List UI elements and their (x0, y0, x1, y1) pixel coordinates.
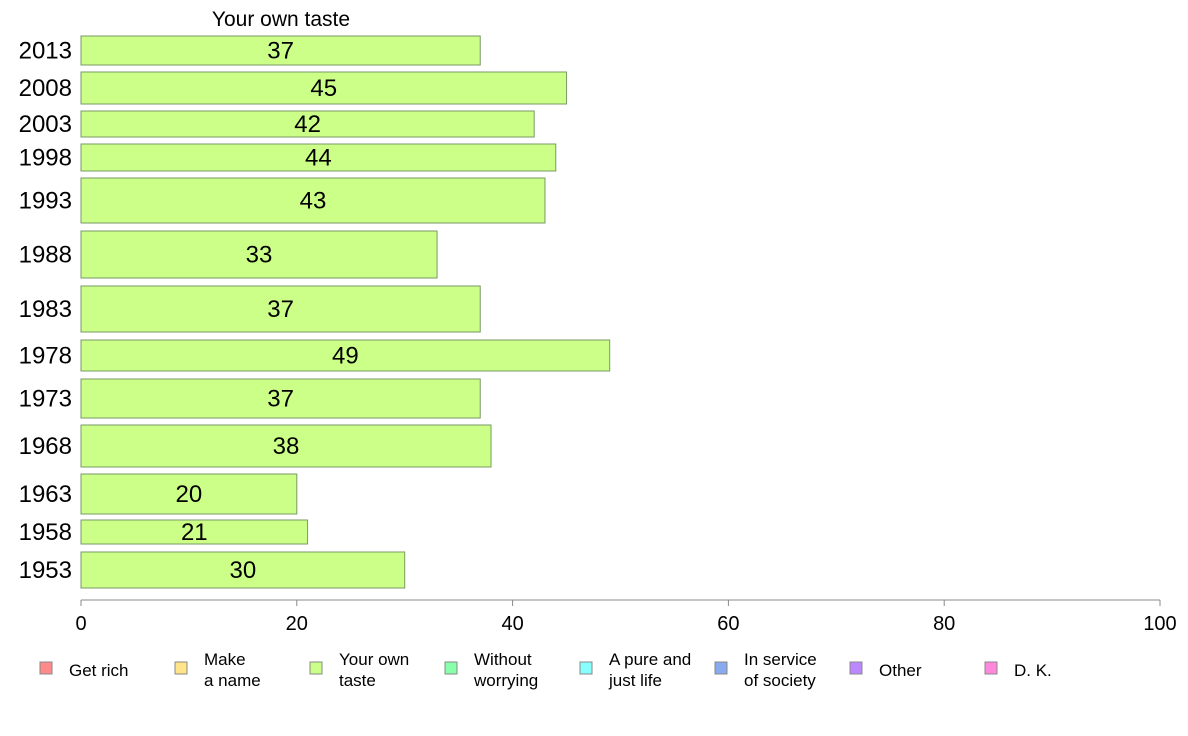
bar-1988 (80, 230, 438, 279)
data-label-2008: 45 (310, 75, 337, 102)
legend-label-line: Make (204, 650, 246, 669)
x-tick-label-80: 80 (933, 613, 955, 635)
category-label-1998: 1998 (19, 145, 72, 172)
data-label-1978: 49 (332, 343, 359, 370)
legend-label-6: Other (879, 661, 922, 680)
category-label-1968: 1968 (19, 433, 72, 460)
bar-1978 (80, 339, 611, 372)
chart-title: Your own taste (212, 8, 350, 31)
data-label-1973: 37 (267, 386, 294, 413)
x-tick-label-20: 20 (286, 613, 308, 635)
x-tick-label-40: 40 (501, 613, 523, 635)
legend-label-line: worrying (473, 671, 538, 690)
legend-label-line: Other (879, 661, 922, 680)
data-label-1963: 20 (176, 481, 203, 508)
legend-label-3: Without worrying (473, 650, 538, 690)
category-label-1978: 1978 (19, 343, 72, 370)
bar-1953 (80, 551, 406, 589)
legend-swatch-3 (444, 661, 458, 675)
bar-1993 (80, 177, 546, 224)
legend-label-line: just life (608, 671, 662, 690)
category-label-1963: 1963 (19, 481, 72, 508)
category-label-1983: 1983 (19, 296, 72, 323)
x-tick-label-0: 0 (75, 613, 86, 635)
data-label-2013: 37 (267, 38, 294, 65)
data-label-2003: 42 (294, 111, 321, 138)
category-label-1953: 1953 (19, 557, 72, 584)
legend-swatch-0 (39, 661, 53, 675)
bar-1968 (80, 424, 492, 468)
legend-label-line: D. K. (1014, 661, 1052, 680)
legend-swatch-7 (984, 661, 998, 675)
bar-2003 (80, 110, 535, 138)
legend-label-line: Get rich (69, 661, 129, 680)
bar-1983 (80, 285, 481, 333)
legend-swatch-1 (174, 661, 188, 675)
x-axis: 0 20 40 60 80 100 (75, 599, 1177, 635)
data-label-1953: 30 (229, 557, 256, 584)
bar-2008 (80, 71, 568, 105)
bar-1958 (80, 519, 309, 545)
x-tick-label-100: 100 (1143, 613, 1176, 635)
data-label-1988: 33 (246, 242, 273, 269)
category-label-2013: 2013 (19, 38, 72, 65)
legend: Get rich Make a name Your own taste Without wo… (39, 650, 1052, 690)
data-label-1998: 44 (305, 145, 332, 172)
bar-1998 (80, 143, 557, 172)
legend-swatch-5 (714, 661, 728, 675)
data-label-1993: 43 (300, 188, 327, 215)
category-label-2008: 2008 (19, 75, 72, 102)
category-label-1993: 1993 (19, 188, 72, 215)
bar-2013 (80, 35, 481, 66)
legend-label-line: a name (204, 671, 261, 690)
x-tick-label-60: 60 (717, 613, 739, 635)
data-label-1958: 21 (181, 519, 208, 546)
category-label-1958: 1958 (19, 519, 72, 546)
legend-label-7: D. K. (1014, 661, 1052, 680)
legend-label-1: Make a name (204, 650, 261, 690)
data-label-1968: 38 (273, 433, 300, 460)
legend-label-line: A pure and (609, 650, 691, 669)
bars-group: 2013 37 2008 45 2003 42 1998 44 1993 43 1988 33 1983… (19, 35, 611, 589)
legend-label-5: In service of society (744, 650, 817, 690)
legend-label-line: Your own (339, 650, 409, 669)
legend-label-0: Get rich (69, 661, 129, 680)
legend-label-line: of society (744, 671, 816, 690)
legend-label-2: Your own taste (339, 650, 409, 690)
bar-1973 (80, 378, 481, 419)
category-label-1988: 1988 (19, 242, 72, 269)
legend-label-4: A pure and just life (608, 650, 691, 690)
data-label-1983: 37 (267, 296, 294, 323)
legend-label-line: taste (339, 671, 376, 690)
category-label-1973: 1973 (19, 386, 72, 413)
legend-swatch-2 (309, 661, 323, 675)
legend-label-line: In service (744, 650, 817, 669)
legend-swatch-6 (849, 661, 863, 675)
legend-swatch-4 (579, 661, 593, 675)
bar-1963 (80, 473, 298, 515)
legend-label-line: Without (474, 650, 532, 669)
category-label-2003: 2003 (19, 111, 72, 138)
